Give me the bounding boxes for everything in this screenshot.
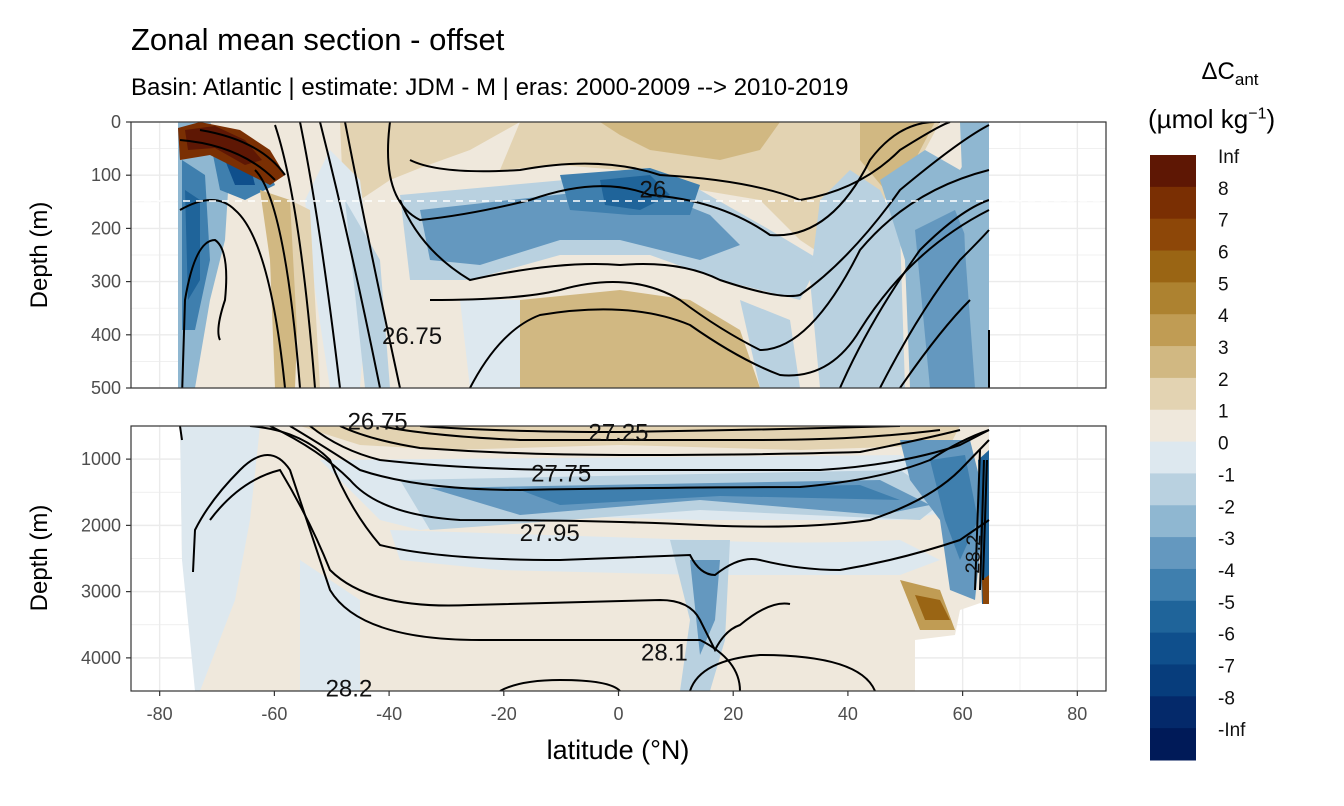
upper-y-ticks: 0 100 200 300 400 500 (91, 112, 131, 398)
legend-unit: (µmol kg−1) (1148, 104, 1275, 135)
contour-label: 28.1 (641, 639, 688, 666)
legend-label: -8 (1218, 688, 1235, 709)
x-tick-label: -80 (147, 704, 173, 724)
color-legend: Inf 8 7 6 5 4 3 2 1 0 -1 -2 -3 -4 -5 -6 -7 -8 -Inf (1150, 147, 1246, 761)
lower-contours (179, 426, 990, 691)
legend-swatch (1150, 409, 1196, 443)
contour-label: 26.75 (382, 323, 442, 350)
legend-label: Inf (1218, 147, 1240, 168)
legend-unit-prefix: (µmol kg (1148, 104, 1249, 134)
legend-swatch (1150, 505, 1196, 538)
contour-label: 27.95 (520, 520, 580, 547)
legend-swatch (1150, 282, 1196, 315)
legend-label: -6 (1218, 625, 1235, 646)
contour-label: 28.2 (962, 534, 985, 574)
legend-swatch (1150, 377, 1196, 411)
legend-label: 1 (1218, 402, 1229, 423)
legend-swatch (1150, 186, 1196, 220)
upper-field (178, 122, 989, 388)
x-ticks: -80 -60 -40 -20 0 20 40 60 80 (147, 691, 1087, 724)
legend-title-sub: ant (1234, 69, 1259, 89)
upper-contour-labels: 26 26.75 (382, 177, 666, 350)
legend-swatch (1150, 696, 1196, 729)
legend-label: 3 (1218, 338, 1229, 359)
contour-label: 27.25 (588, 419, 648, 446)
legend-swatch (1150, 632, 1196, 665)
legend-swatch (1150, 218, 1196, 252)
legend-swatch (1150, 473, 1196, 506)
legend-unit-suffix: ) (1266, 104, 1276, 134)
legend-swatch (1150, 155, 1196, 188)
legend-label: -3 (1218, 529, 1235, 550)
legend-label: -2 (1218, 497, 1235, 518)
y-tick-label: 1000 (81, 449, 121, 469)
contour-label: 26 (640, 177, 667, 204)
x-tick-label: 80 (1067, 704, 1087, 724)
y-tick-label: 4000 (81, 648, 121, 668)
legend-title: ΔCant (1180, 58, 1280, 90)
x-tick-label: -40 (376, 704, 402, 724)
legend-swatch (1150, 314, 1196, 347)
x-tick-label: 20 (723, 704, 743, 724)
y-tick-label: 3000 (81, 582, 121, 602)
chart-subtitle: Basin: Atlantic | estimate: JDM - M | er… (131, 74, 849, 101)
legend-label: 5 (1218, 274, 1229, 295)
lower-panel: 26.75 27.25 27.75 27.95 28.1 28.2 28.2 1000 200… (81, 409, 1107, 703)
x-tick-label: 0 (613, 704, 623, 724)
x-tick-label: 60 (953, 704, 973, 724)
x-axis-label: latitude (°N) (546, 735, 690, 765)
legend-label: 0 (1218, 434, 1229, 455)
contour-label: 26.75 (348, 409, 408, 436)
y-tick-label: 2000 (81, 515, 121, 535)
lower-contour-labels: 26.75 27.25 27.75 27.95 28.1 28.2 28.2 (326, 409, 986, 703)
y-tick-label: 100 (91, 165, 121, 185)
legend-swatch (1150, 568, 1196, 602)
legend-label: 7 (1218, 211, 1229, 232)
contour-label: 28.2 (326, 676, 373, 703)
x-tick-label: 40 (838, 704, 858, 724)
legend-swatch (1150, 728, 1196, 761)
legend-label: 2 (1218, 370, 1229, 391)
legend-label: -1 (1218, 465, 1235, 486)
x-tick-label: -60 (261, 704, 287, 724)
legend-label: 6 (1218, 243, 1229, 264)
lower-y-ticks: 1000 2000 3000 4000 (81, 449, 131, 668)
legend-label: -Inf (1218, 720, 1246, 741)
y-tick-label: 300 (91, 272, 121, 292)
legend-label: -5 (1218, 593, 1235, 614)
legend-label: -7 (1218, 656, 1235, 677)
y-tick-label: 200 (91, 218, 121, 238)
upper-panel: 26 26.75 0 100 200 300 400 500 (91, 112, 1107, 398)
y-tick-label: 500 (91, 378, 121, 398)
upper-panel-border (130, 121, 1107, 389)
legend-swatch (1150, 346, 1196, 379)
upper-contours (179, 122, 990, 388)
chart-title: Zonal mean section - offset (131, 22, 505, 57)
legend-swatch (1150, 441, 1196, 474)
legend-swatch (1150, 250, 1196, 283)
legend-swatch (1150, 537, 1196, 570)
legend-label: 8 (1218, 179, 1229, 200)
x-tick-label: -20 (491, 704, 517, 724)
legend-unit-sup: −1 (1248, 105, 1267, 123)
y-tick-label: 400 (91, 325, 121, 345)
legend-title-main: ΔC (1201, 58, 1235, 85)
legend-swatch (1150, 664, 1196, 697)
legend-swatch (1150, 600, 1196, 634)
legend-label: 4 (1218, 306, 1229, 327)
legend-label: -4 (1218, 561, 1235, 582)
contour-label: 27.75 (531, 460, 591, 487)
y-tick-label: 0 (111, 112, 121, 132)
